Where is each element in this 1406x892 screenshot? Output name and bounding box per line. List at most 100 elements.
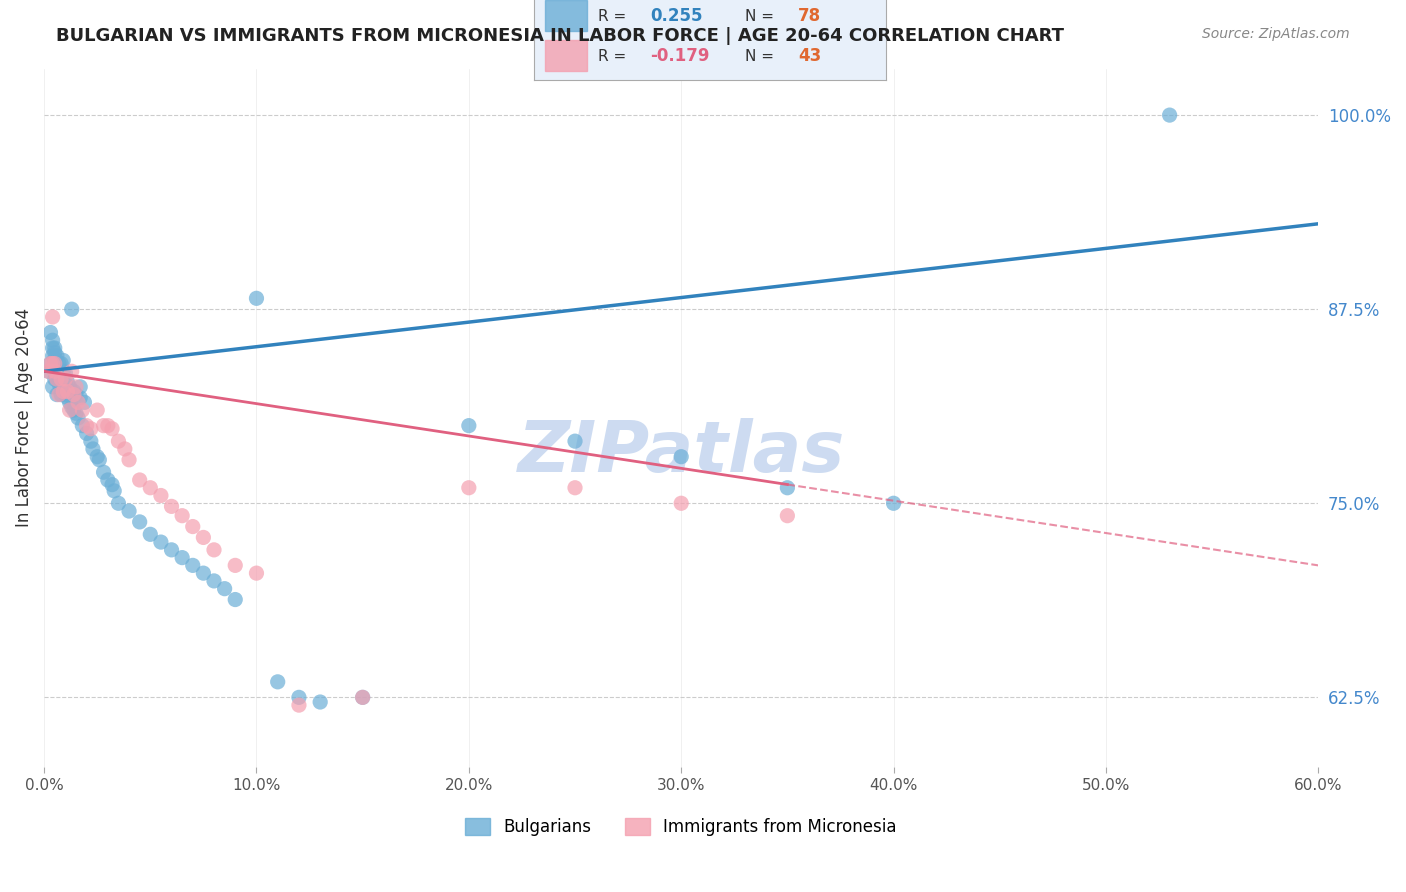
Text: Source: ZipAtlas.com: Source: ZipAtlas.com xyxy=(1202,27,1350,41)
Point xyxy=(139,481,162,495)
Point xyxy=(49,372,72,386)
Point xyxy=(56,384,79,399)
Point xyxy=(193,566,215,581)
Point xyxy=(97,473,120,487)
Y-axis label: In Labor Force | Age 20-64: In Labor Force | Age 20-64 xyxy=(15,309,32,527)
Point xyxy=(56,391,79,405)
Point xyxy=(60,400,83,414)
Point xyxy=(101,477,124,491)
Point xyxy=(172,508,194,523)
Point xyxy=(44,357,66,371)
Point xyxy=(128,473,150,487)
Point xyxy=(93,465,115,479)
Point xyxy=(49,387,72,401)
Point xyxy=(160,500,183,514)
Point xyxy=(267,674,290,689)
Point xyxy=(48,376,70,391)
Point xyxy=(352,690,374,705)
Point xyxy=(883,496,905,510)
Point xyxy=(41,357,63,371)
Point xyxy=(69,391,91,405)
Point xyxy=(56,375,79,389)
Text: 43: 43 xyxy=(799,47,821,65)
Point xyxy=(67,410,90,425)
Point xyxy=(564,481,586,495)
Text: 0.255: 0.255 xyxy=(650,7,703,25)
Point xyxy=(214,582,236,596)
Point xyxy=(58,395,80,409)
Point xyxy=(49,357,72,371)
Point xyxy=(1159,108,1181,122)
Point xyxy=(224,592,246,607)
Text: -0.179: -0.179 xyxy=(650,47,710,65)
Point xyxy=(669,496,692,510)
Point xyxy=(44,357,66,371)
Point xyxy=(149,489,172,503)
Point xyxy=(86,450,108,464)
Point xyxy=(160,542,183,557)
Point xyxy=(352,690,374,705)
Point xyxy=(76,426,98,441)
Point xyxy=(63,403,86,417)
Text: ZIPatlas: ZIPatlas xyxy=(517,418,845,487)
Bar xyxy=(544,40,586,71)
Text: N =: N = xyxy=(745,9,775,23)
Text: BULGARIAN VS IMMIGRANTS FROM MICRONESIA IN LABOR FORCE | AGE 20-64 CORRELATION C: BULGARIAN VS IMMIGRANTS FROM MICRONESIA … xyxy=(56,27,1064,45)
Point xyxy=(65,406,87,420)
Point xyxy=(669,450,692,464)
Point xyxy=(776,481,799,495)
Point xyxy=(107,434,129,449)
Point xyxy=(118,504,141,518)
Legend: Bulgarians, Immigrants from Micronesia: Bulgarians, Immigrants from Micronesia xyxy=(458,811,904,843)
Point xyxy=(76,418,98,433)
Bar xyxy=(544,0,586,31)
Point xyxy=(114,442,136,456)
Point xyxy=(44,364,66,378)
Point xyxy=(73,395,96,409)
Point xyxy=(309,695,332,709)
Point xyxy=(245,566,267,581)
Text: 78: 78 xyxy=(799,7,821,25)
Text: N =: N = xyxy=(745,49,775,63)
Point xyxy=(44,364,66,378)
Point xyxy=(48,368,70,382)
Point xyxy=(776,508,799,523)
Point xyxy=(65,380,87,394)
Point xyxy=(80,434,103,449)
Point xyxy=(41,380,63,394)
Point xyxy=(53,387,76,401)
Point xyxy=(39,326,62,340)
Point xyxy=(118,452,141,467)
Point xyxy=(52,353,75,368)
Point xyxy=(52,375,75,389)
Point xyxy=(564,434,586,449)
Point xyxy=(37,364,59,378)
Point xyxy=(224,558,246,573)
Point xyxy=(457,418,479,433)
Point xyxy=(181,558,204,573)
Point xyxy=(89,452,111,467)
Point xyxy=(39,357,62,371)
Text: R =: R = xyxy=(598,9,626,23)
Point xyxy=(65,387,87,401)
Point xyxy=(193,531,215,545)
Point xyxy=(93,418,115,433)
Point xyxy=(149,535,172,549)
Point xyxy=(41,310,63,324)
Point xyxy=(44,351,66,366)
Point xyxy=(202,542,225,557)
Point xyxy=(41,341,63,355)
Point xyxy=(45,372,67,386)
Point xyxy=(53,376,76,391)
Point xyxy=(69,380,91,394)
Point xyxy=(139,527,162,541)
Point xyxy=(288,698,311,712)
Point xyxy=(48,357,70,371)
Point xyxy=(101,422,124,436)
Point xyxy=(457,481,479,495)
Point xyxy=(80,422,103,436)
Point xyxy=(67,395,90,409)
Point xyxy=(72,418,94,433)
Point xyxy=(49,380,72,394)
Point xyxy=(288,690,311,705)
